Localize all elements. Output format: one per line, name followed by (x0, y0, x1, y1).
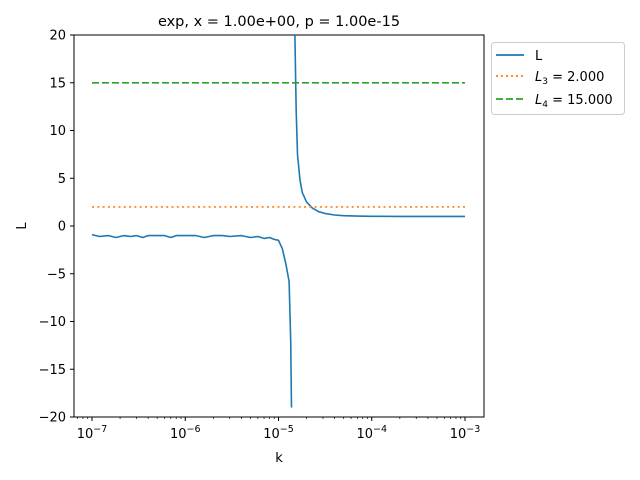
y-tick-label: 0 (58, 220, 66, 235)
legend-label-l4: L4 = 15.000 (535, 93, 613, 110)
y-tick-label: −20 (39, 411, 66, 426)
plot-series (91, 35, 465, 408)
legend-box (491, 42, 625, 115)
y-tick-label: −10 (39, 315, 66, 330)
x-tick-label: 10−6 (170, 424, 201, 442)
x-axis-label: k (275, 451, 283, 466)
chart-title: exp, x = 1.00e+00, p = 1.00e-15 (158, 14, 400, 30)
x-axis: 10−7 10−6 10−5 10−4 10−3 (77, 417, 481, 442)
y-tick-label: 20 (49, 29, 66, 44)
y-tick-label: 5 (58, 172, 66, 187)
y-tick-label: 10 (49, 124, 66, 139)
plot-area (73, 34, 485, 418)
x-tick-label: 10−7 (77, 424, 108, 442)
x-tick-label: 10−5 (263, 424, 294, 442)
y-axis: 20 15 10 5 0 −5 −10 −15 −20 (39, 29, 74, 426)
y-tick-label: −15 (39, 363, 66, 378)
x-tick-label: 10−4 (356, 424, 387, 442)
legend: L L3 = 2.000 L4 = 15.000 (491, 42, 625, 115)
y-axis-label: L (15, 222, 30, 230)
series-solid-line (294, 35, 465, 218)
y-tick-label: 15 (49, 76, 66, 91)
legend-label-l3: L3 = 2.000 (535, 70, 604, 87)
x-tick-label: 10−3 (450, 424, 481, 442)
legend-label-l: L (535, 49, 543, 64)
series-solid-line (91, 233, 293, 408)
y-tick-label: −5 (47, 267, 66, 282)
